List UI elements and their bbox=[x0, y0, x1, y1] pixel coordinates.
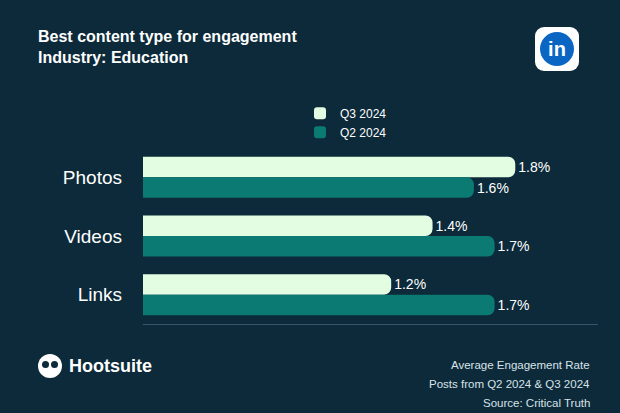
svg-text:1.7%: 1.7% bbox=[498, 238, 530, 254]
svg-text:1.8%: 1.8% bbox=[518, 159, 550, 175]
svg-text:1.7%: 1.7% bbox=[498, 297, 530, 313]
svg-text:Hootsuite: Hootsuite bbox=[69, 356, 152, 376]
svg-text:Average Engagement Rate: Average Engagement Rate bbox=[451, 359, 590, 371]
svg-text:1.2%: 1.2% bbox=[394, 276, 426, 292]
svg-text:Source: Critical Truth: Source: Critical Truth bbox=[483, 397, 590, 409]
svg-text:Links: Links bbox=[78, 284, 122, 305]
svg-text:Posts from Q2 2024 & Q3 2024: Posts from Q2 2024 & Q3 2024 bbox=[429, 378, 590, 390]
svg-text:Photos: Photos bbox=[63, 167, 122, 188]
svg-text:1.4%: 1.4% bbox=[436, 218, 468, 234]
svg-text:Q3 2024: Q3 2024 bbox=[340, 107, 386, 121]
html-text:in: in bbox=[548, 37, 566, 60]
svg-text:Videos: Videos bbox=[64, 226, 122, 247]
svg-text:1.6%: 1.6% bbox=[477, 180, 509, 196]
svg-text:Q2 2024: Q2 2024 bbox=[340, 126, 386, 140]
svg-text:Best content type for engageme: Best content type for engagementIndustry… bbox=[38, 28, 297, 66]
